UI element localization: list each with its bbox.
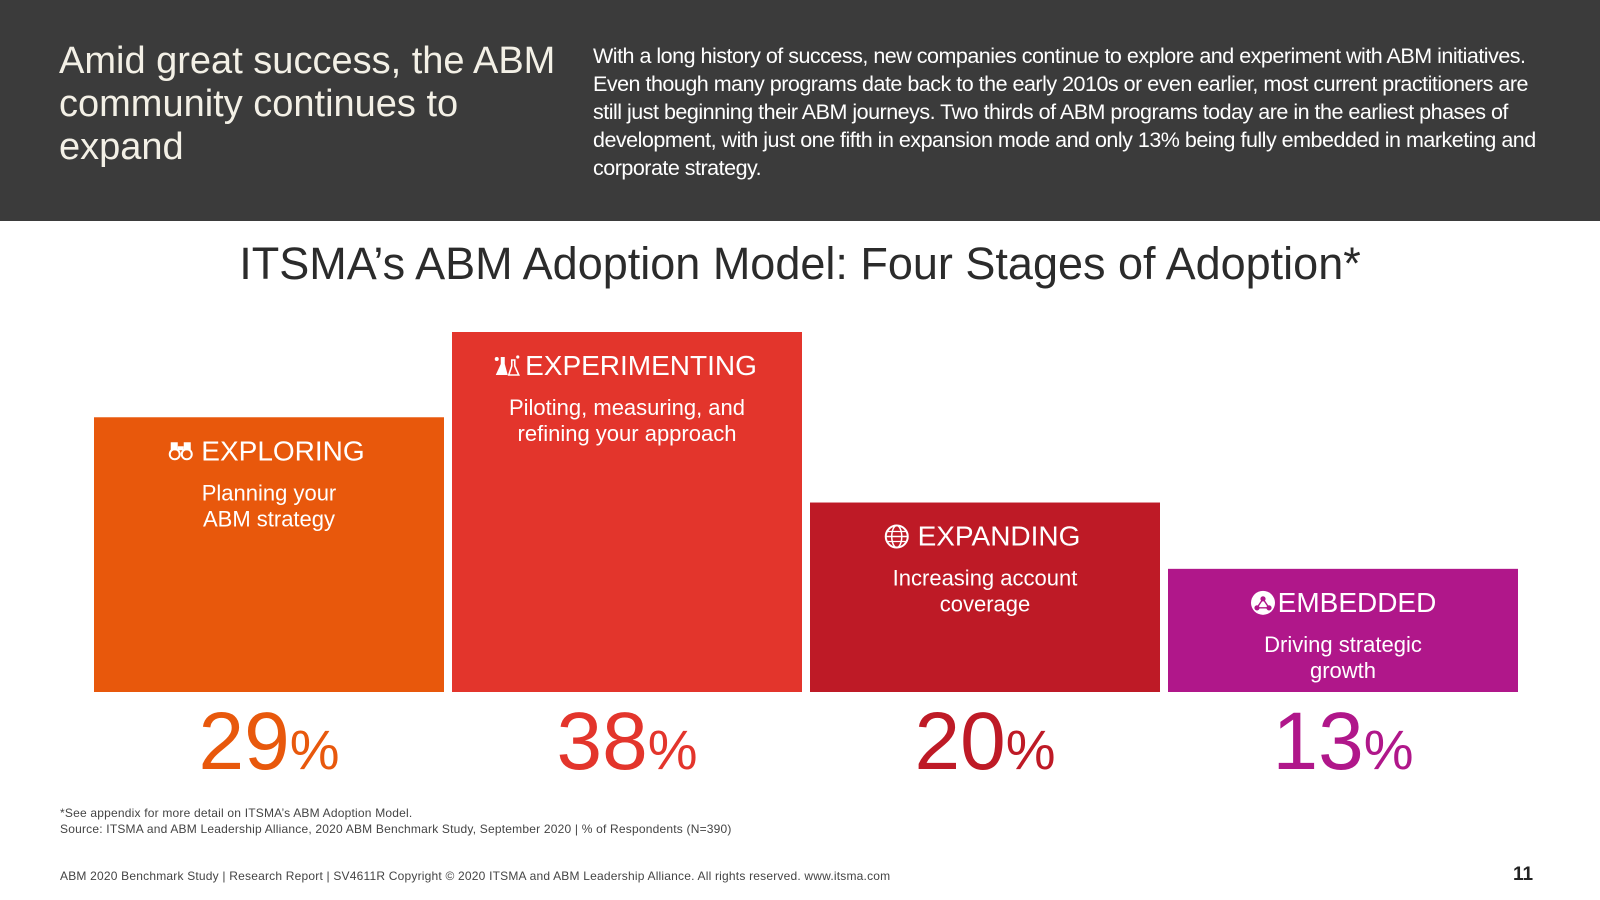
globe-icon <box>884 524 909 549</box>
binoculars-icon <box>168 442 193 461</box>
page-number: 11 <box>1513 864 1534 885</box>
value-label-experimenting: 38% <box>556 696 697 787</box>
stage-label-exploring: EXPLORING <box>201 435 364 466</box>
lab-flask-icon <box>494 355 520 376</box>
slide-title: Amid great success, the ABM community co… <box>59 40 556 168</box>
stage-description-experimenting: refining your approach <box>518 421 737 446</box>
value-label-exploring: 29% <box>198 696 339 787</box>
stage-label-embedded: EMBEDDED <box>1278 587 1437 618</box>
copyright-footer: ABM 2020 Benchmark Study | Research Repo… <box>60 869 891 883</box>
value-label-embedded: 13% <box>1272 696 1413 787</box>
stage-label-experimenting: EXPERIMENTING <box>525 350 757 381</box>
bar-exploring <box>94 417 444 692</box>
stage-description-exploring: ABM strategy <box>203 506 335 531</box>
stage-description-expanding: coverage <box>940 592 1031 617</box>
stage-description-experimenting: Piloting, measuring, and <box>509 395 745 420</box>
stage-label-expanding: EXPANDING <box>918 521 1081 552</box>
appendix-footnote: *See appendix for more detail on ITSMA’s… <box>60 806 413 820</box>
stage-description-embedded: growth <box>1310 658 1376 683</box>
stage-description-embedded: Driving strategic <box>1264 632 1422 657</box>
value-label-expanding: 20% <box>914 696 1055 787</box>
chart-title: ITSMA’s ABM Adoption Model: Four Stages … <box>239 238 1361 289</box>
network-icon <box>1251 590 1275 615</box>
source-footnote: Source: ITSMA and ABM Leadership Allianc… <box>60 822 732 836</box>
bar-expanding <box>810 502 1160 692</box>
bar-embedded <box>1168 568 1518 692</box>
stage-description-exploring: Planning your <box>202 480 337 505</box>
header-band <box>0 0 1600 221</box>
bar-experimenting <box>452 332 802 692</box>
slide-intro-text: With a long history of success, new comp… <box>593 44 1536 180</box>
stage-description-expanding: Increasing account <box>893 566 1078 591</box>
